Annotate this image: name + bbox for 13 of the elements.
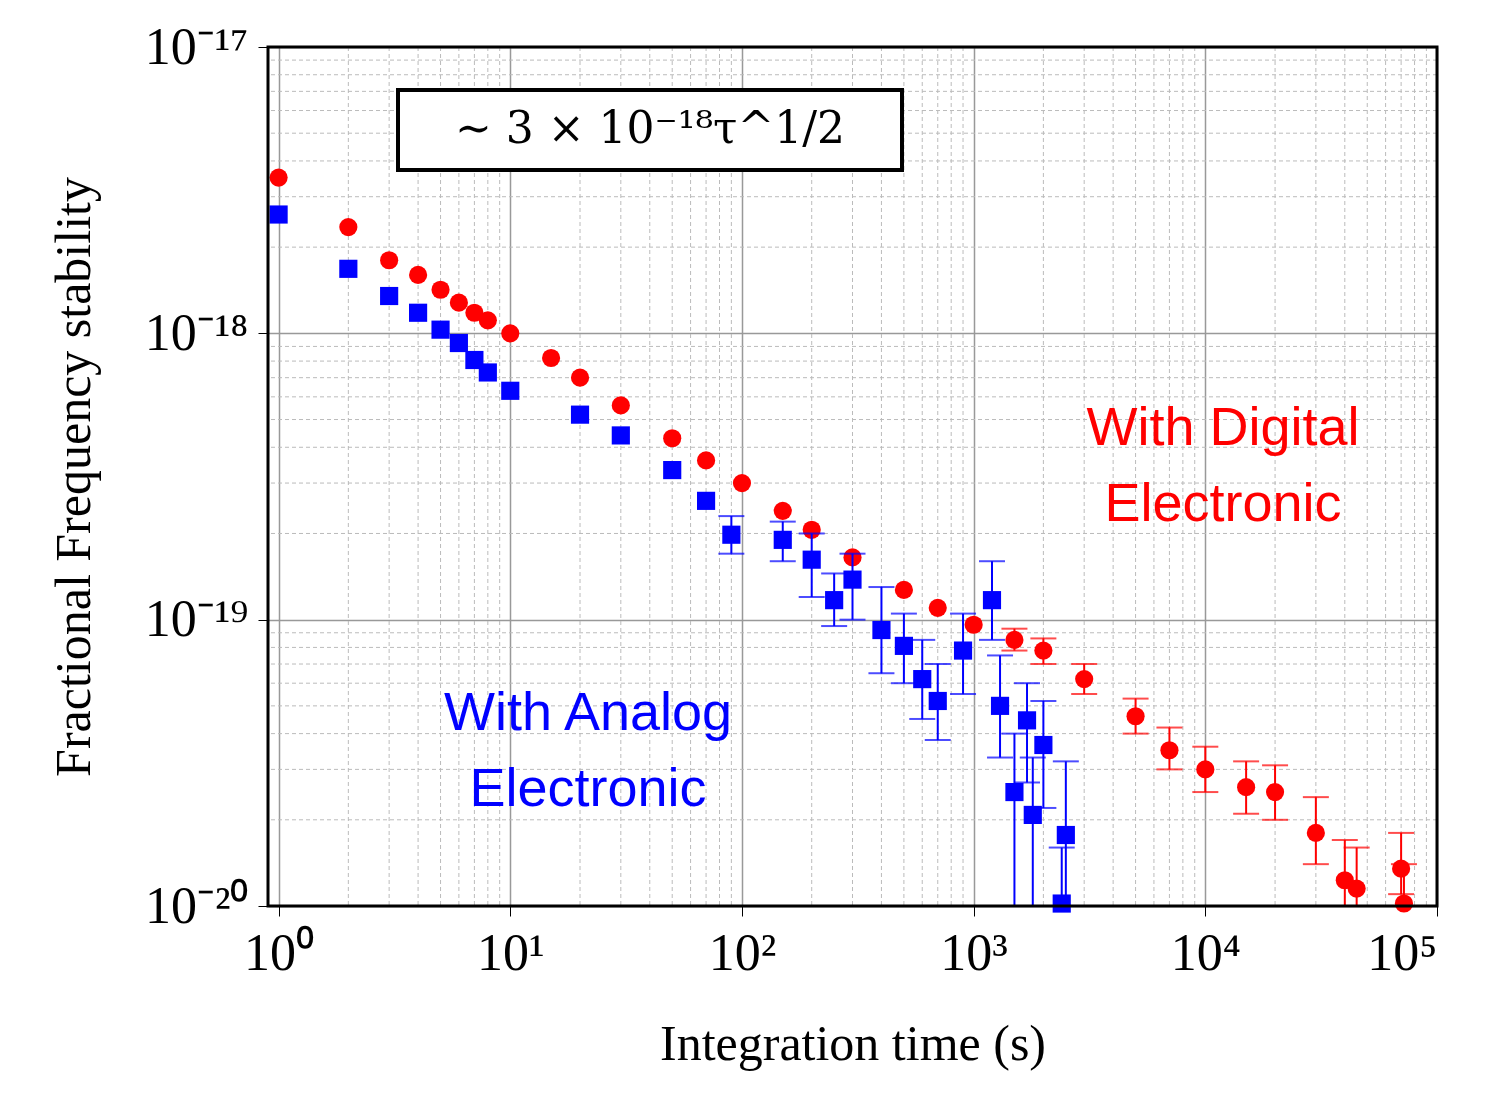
y-axis-title: Fractional Frequency stability <box>44 177 101 777</box>
text: With Digital Electronic <box>1086 396 1360 532</box>
annotation: ∼ 3 × 10⁻¹⁸τ^1/2 <box>454 102 846 153</box>
x-tick-label: 10² <box>708 923 777 981</box>
x-tick-label: 10⁵ <box>1367 923 1438 981</box>
y-tick-label: 10⁻¹⁹ <box>144 590 249 648</box>
y-tick-label: 10⁻¹⁸ <box>144 303 249 361</box>
x-axis-title: Integration time (s) <box>660 1014 1046 1071</box>
y-tick-label: 10⁻¹⁷ <box>144 17 249 75</box>
x-tick-label: 10³ <box>940 923 1008 981</box>
text: With Analog Electronic <box>443 681 733 817</box>
x-tick-label: 10¹ <box>476 923 545 981</box>
x-tick-label: 10⁴ <box>1170 923 1241 981</box>
